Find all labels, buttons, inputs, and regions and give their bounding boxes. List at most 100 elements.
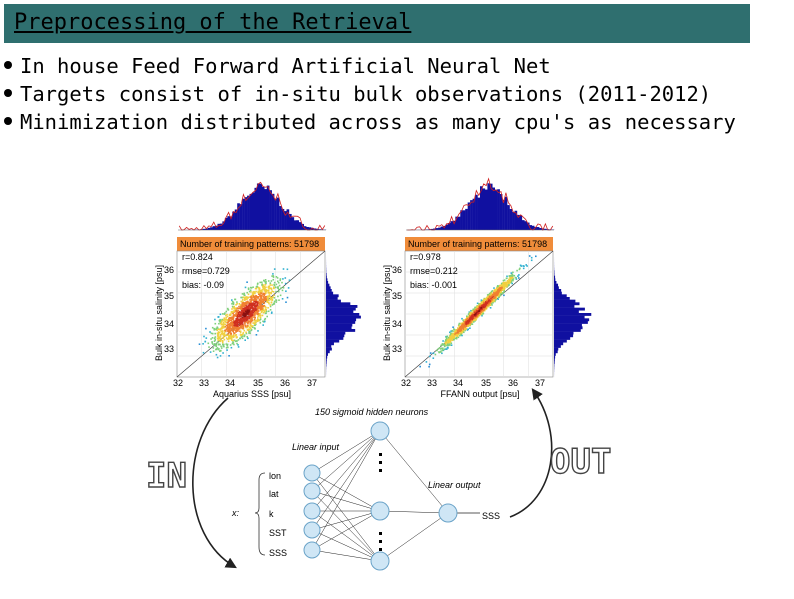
hidden-node — [371, 552, 389, 570]
histogram-bar — [326, 297, 338, 300]
scatter-point — [279, 280, 281, 282]
scatter-point — [503, 295, 505, 297]
scatter-point — [230, 344, 232, 346]
hidden-node — [371, 422, 389, 440]
scatter-point — [229, 323, 231, 325]
histogram-bar — [326, 305, 357, 308]
scatter-point — [265, 281, 267, 283]
scatter-point — [240, 321, 242, 323]
scatter-point — [518, 274, 520, 276]
scatter-point — [288, 287, 290, 289]
scatter-point — [263, 296, 265, 298]
scatter-point — [238, 312, 240, 314]
scatter-point — [506, 286, 508, 288]
scatter-point — [474, 314, 476, 316]
left-ytick: 34 — [164, 319, 174, 329]
scatter-point — [273, 279, 275, 281]
scatter-point — [272, 297, 274, 299]
scatter-point — [268, 295, 270, 297]
ellipsis-dot-icon — [379, 540, 382, 543]
network-edge — [312, 530, 380, 561]
scatter-point — [464, 323, 466, 325]
scatter-point — [462, 326, 464, 328]
scatter-point — [469, 318, 471, 320]
scatter-point — [239, 314, 241, 316]
scatter-point — [444, 344, 446, 346]
histogram-bar — [326, 321, 355, 324]
right-ytick: 35 — [392, 291, 402, 301]
scatter-point — [511, 272, 513, 274]
scatter-point — [233, 329, 235, 331]
scatter-point — [504, 279, 506, 281]
left-ytick: 35 — [164, 291, 174, 301]
scatter-point — [506, 276, 508, 278]
scatter-point — [231, 303, 233, 305]
scatter-point — [462, 330, 464, 332]
bullet-dot-icon — [4, 117, 12, 125]
scatter-point — [261, 293, 263, 295]
scatter-point — [215, 349, 217, 351]
scatter-point — [205, 341, 207, 343]
scatter-point — [518, 277, 520, 279]
left-rmse-stat: rmse=0.729 — [182, 266, 230, 276]
scatter-point — [277, 281, 279, 283]
scatter-point — [466, 323, 468, 325]
scatter-point — [248, 331, 250, 333]
scatter-point — [490, 304, 492, 306]
scatter-point — [438, 348, 440, 350]
scatter-point — [483, 302, 485, 304]
scatter-point — [267, 301, 269, 303]
histogram-bar — [458, 217, 461, 230]
histogram-bar — [495, 190, 498, 230]
scatter-point — [218, 348, 220, 350]
histogram-bar — [510, 209, 513, 230]
scatter-point — [265, 318, 267, 320]
scatter-point — [243, 302, 245, 304]
histogram-bar — [554, 334, 573, 337]
scatter-point — [259, 313, 261, 315]
scatter-point — [233, 303, 235, 305]
left-ytick: 33 — [164, 344, 174, 354]
scatter-point — [222, 332, 224, 334]
scatter-point — [282, 298, 284, 300]
scatter-point — [245, 314, 247, 316]
scatter-point — [221, 324, 223, 326]
scatter-point — [282, 278, 284, 280]
scatter-point — [256, 313, 258, 315]
histogram-bar — [537, 227, 540, 230]
scatter-point — [220, 314, 222, 316]
input-node — [304, 522, 320, 538]
left-xtick: 35 — [253, 378, 263, 388]
scatter-point — [250, 311, 252, 313]
scatter-point — [227, 316, 229, 318]
scatter-point — [263, 286, 265, 288]
scatter-point — [469, 315, 471, 317]
scatter-point — [244, 295, 246, 297]
scatter-point — [446, 337, 448, 339]
scatter-point — [214, 329, 216, 331]
scatter-point — [477, 306, 479, 308]
scatter-point — [218, 331, 220, 333]
scatter-point — [254, 296, 256, 298]
scatter-point — [490, 307, 492, 309]
scatter-point — [511, 278, 513, 280]
scatter-point — [278, 289, 280, 291]
histogram-bar — [505, 197, 508, 230]
histogram-bar — [242, 199, 245, 230]
scatter-point — [481, 311, 483, 313]
scatter-point — [456, 337, 458, 339]
histogram-bar — [554, 361, 555, 364]
scatter-point — [220, 322, 222, 324]
scatter-point — [463, 332, 465, 334]
scatter-point — [472, 319, 474, 321]
histogram-bar — [326, 310, 353, 313]
scatter-point — [208, 343, 210, 345]
input-labels: lon lat k SST SSS — [269, 471, 287, 558]
scatter-point — [521, 265, 523, 267]
scatter-point — [265, 286, 267, 288]
scatter-point — [525, 264, 527, 266]
scatter-point — [244, 305, 246, 307]
scatter-point — [250, 321, 252, 323]
scatter-point — [244, 330, 246, 332]
input-label: lat — [269, 489, 279, 499]
